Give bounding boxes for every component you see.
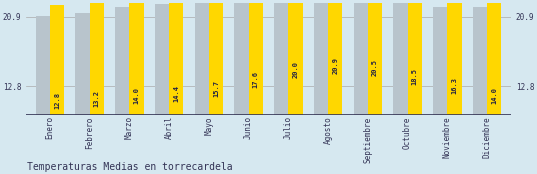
Text: 20.5: 20.5 [372, 59, 378, 76]
Bar [353, 0, 368, 115]
Text: 13.2: 13.2 [94, 90, 100, 107]
Bar [288, 0, 303, 115]
Text: 16.3: 16.3 [452, 77, 458, 94]
Bar [35, 16, 50, 115]
Bar [473, 7, 487, 115]
Bar [433, 7, 447, 115]
Text: 14.4: 14.4 [173, 85, 179, 102]
Text: 14.0: 14.0 [134, 87, 140, 104]
Bar [408, 0, 422, 115]
Bar [115, 7, 129, 115]
Bar [314, 0, 328, 115]
Text: 17.6: 17.6 [253, 72, 259, 88]
Text: 15.7: 15.7 [213, 80, 219, 97]
Bar [155, 4, 169, 115]
Text: 12.8: 12.8 [54, 92, 60, 109]
Text: 14.0: 14.0 [491, 87, 497, 104]
Bar [90, 1, 104, 115]
Bar [169, 0, 184, 115]
Bar [328, 0, 343, 115]
Bar [393, 0, 408, 115]
Bar [487, 0, 502, 115]
Text: 18.5: 18.5 [412, 68, 418, 85]
Bar [234, 0, 249, 115]
Bar [274, 0, 288, 115]
Bar [368, 0, 382, 115]
Bar [447, 0, 462, 115]
Text: 20.9: 20.9 [332, 57, 338, 74]
Bar [249, 0, 263, 115]
Bar [50, 5, 64, 115]
Text: Temperaturas Medias en torrecardela: Temperaturas Medias en torrecardela [27, 162, 233, 172]
Bar [194, 3, 209, 115]
Bar [129, 0, 144, 115]
Bar [75, 13, 90, 115]
Bar [209, 0, 223, 115]
Text: 20.0: 20.0 [293, 61, 299, 78]
